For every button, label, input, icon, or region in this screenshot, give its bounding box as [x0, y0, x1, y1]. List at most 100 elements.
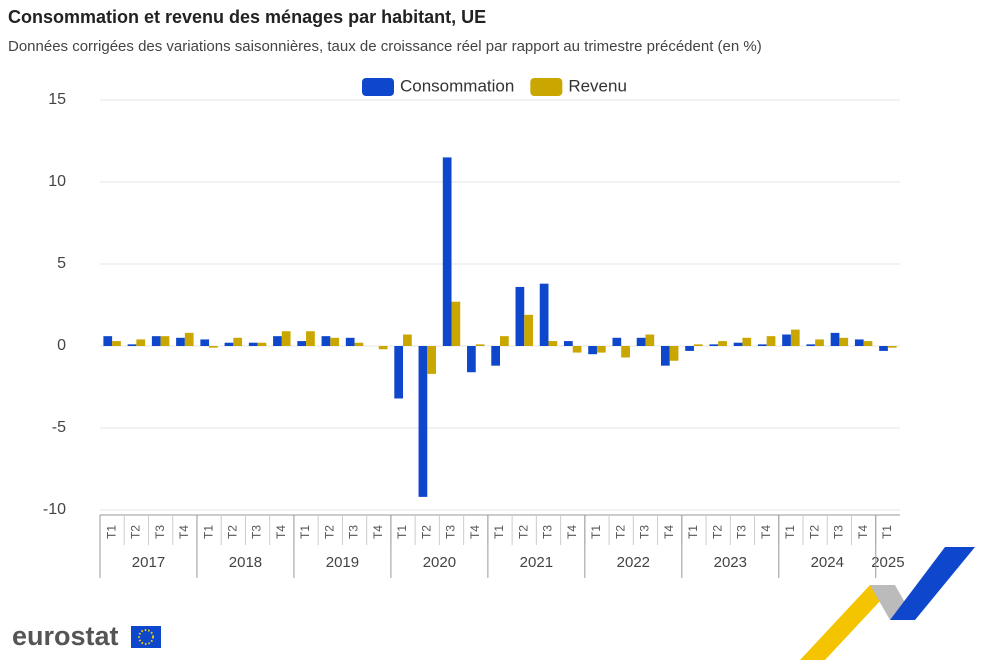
y-tick-label: -10: [43, 501, 66, 518]
x-group-label: 2025: [871, 554, 904, 571]
x-tick-label: T2: [710, 525, 724, 539]
x-tick-label: T3: [735, 525, 749, 539]
bar: [596, 346, 606, 353]
x-tick-label: T2: [807, 525, 821, 539]
bar: [209, 346, 218, 348]
bar: [354, 342, 364, 346]
bar: [839, 337, 849, 346]
x-tick-label: T3: [832, 525, 846, 539]
x-tick-label: T1: [589, 525, 603, 539]
x-tick-label: T1: [492, 525, 506, 539]
bar: [403, 334, 412, 346]
legend-label: Revenu: [568, 76, 627, 95]
bar: [151, 336, 161, 346]
x-tick-label: T1: [201, 525, 215, 539]
x-tick-label: T3: [541, 525, 555, 539]
x-tick-label: T3: [347, 525, 361, 539]
x-tick-label: T3: [638, 525, 652, 539]
bar: [830, 332, 840, 346]
bar: [224, 342, 234, 346]
eu-flag: [131, 626, 161, 648]
bar: [548, 341, 558, 346]
bar: [766, 336, 776, 346]
bar: [500, 336, 509, 346]
logo-text: eurostat: [12, 621, 119, 651]
x-tick-label: T1: [104, 525, 118, 539]
chart-subtitle: Données corrigées des variations saisonn…: [8, 38, 762, 55]
bar: [564, 341, 573, 346]
bar: [442, 157, 452, 346]
bar: [297, 341, 307, 346]
bar: [612, 337, 622, 346]
x-tick-label: T2: [226, 525, 240, 539]
bar: [718, 341, 727, 346]
bar: [467, 346, 476, 373]
bar: [621, 346, 630, 358]
bar: [160, 336, 170, 346]
bar: [660, 346, 670, 366]
bar: [742, 337, 752, 346]
logo: eurostat: [12, 621, 161, 651]
bar: [782, 334, 791, 346]
bar: [281, 331, 291, 346]
x-tick-label: T4: [565, 525, 579, 539]
x-group-label: 2022: [617, 554, 650, 571]
bar: [330, 337, 340, 346]
bar: [394, 346, 404, 399]
bar: [815, 339, 824, 346]
x-group-label: 2023: [714, 554, 747, 571]
bar: [176, 337, 185, 346]
eu-stars: [138, 629, 154, 645]
bar: [184, 332, 194, 346]
x-tick-label: T3: [250, 525, 264, 539]
bar: [645, 334, 655, 346]
bar: [854, 339, 864, 346]
bar: [200, 339, 210, 346]
bar: [345, 337, 355, 346]
bar: [136, 339, 146, 346]
bar: [887, 346, 897, 348]
x-tick-label: T4: [662, 525, 676, 539]
x-tick-label: T2: [613, 525, 627, 539]
bar: [685, 346, 694, 351]
y-tick-label: -5: [52, 419, 66, 436]
bar: [539, 283, 549, 346]
x-tick-label: T1: [783, 525, 797, 539]
x-group-label: 2024: [811, 554, 844, 571]
bar: [709, 344, 719, 346]
bar: [248, 342, 258, 346]
bar: [273, 336, 282, 346]
y-tick-label: 10: [48, 173, 66, 190]
bar: [112, 341, 121, 346]
bar: [321, 336, 331, 346]
x-tick-label: T2: [419, 525, 433, 539]
decoration: [800, 547, 975, 660]
x-tick-label: T2: [322, 525, 336, 539]
bar: [636, 337, 646, 346]
legend: Consommation Revenu: [362, 76, 627, 96]
legend-swatch: [530, 78, 563, 96]
bar: [103, 336, 113, 346]
x-tick-label: T4: [468, 525, 482, 539]
bar: [475, 344, 485, 346]
x-tick-label: T1: [880, 525, 894, 539]
bar: [491, 346, 500, 366]
bar: [427, 346, 436, 374]
bar: [127, 344, 137, 346]
x-tick-label: T4: [856, 525, 870, 539]
x-tick-label: T1: [686, 525, 700, 539]
y-tick-label: 15: [48, 91, 66, 108]
x-group-label: 2018: [229, 554, 262, 571]
x-group-label: 2020: [423, 554, 456, 571]
x-tick-label: T4: [177, 525, 191, 539]
x-tick-label: T2: [129, 525, 143, 539]
chart-title: Consommation et revenu des ménages par h…: [8, 7, 486, 27]
x-tick-label: T3: [153, 525, 167, 539]
x-group-label: 2017: [132, 554, 165, 571]
bar: [306, 331, 315, 346]
x-tick-label: T2: [516, 525, 530, 539]
bar: [790, 329, 800, 346]
bar: [806, 344, 816, 346]
y-tick-label: 0: [57, 337, 66, 354]
